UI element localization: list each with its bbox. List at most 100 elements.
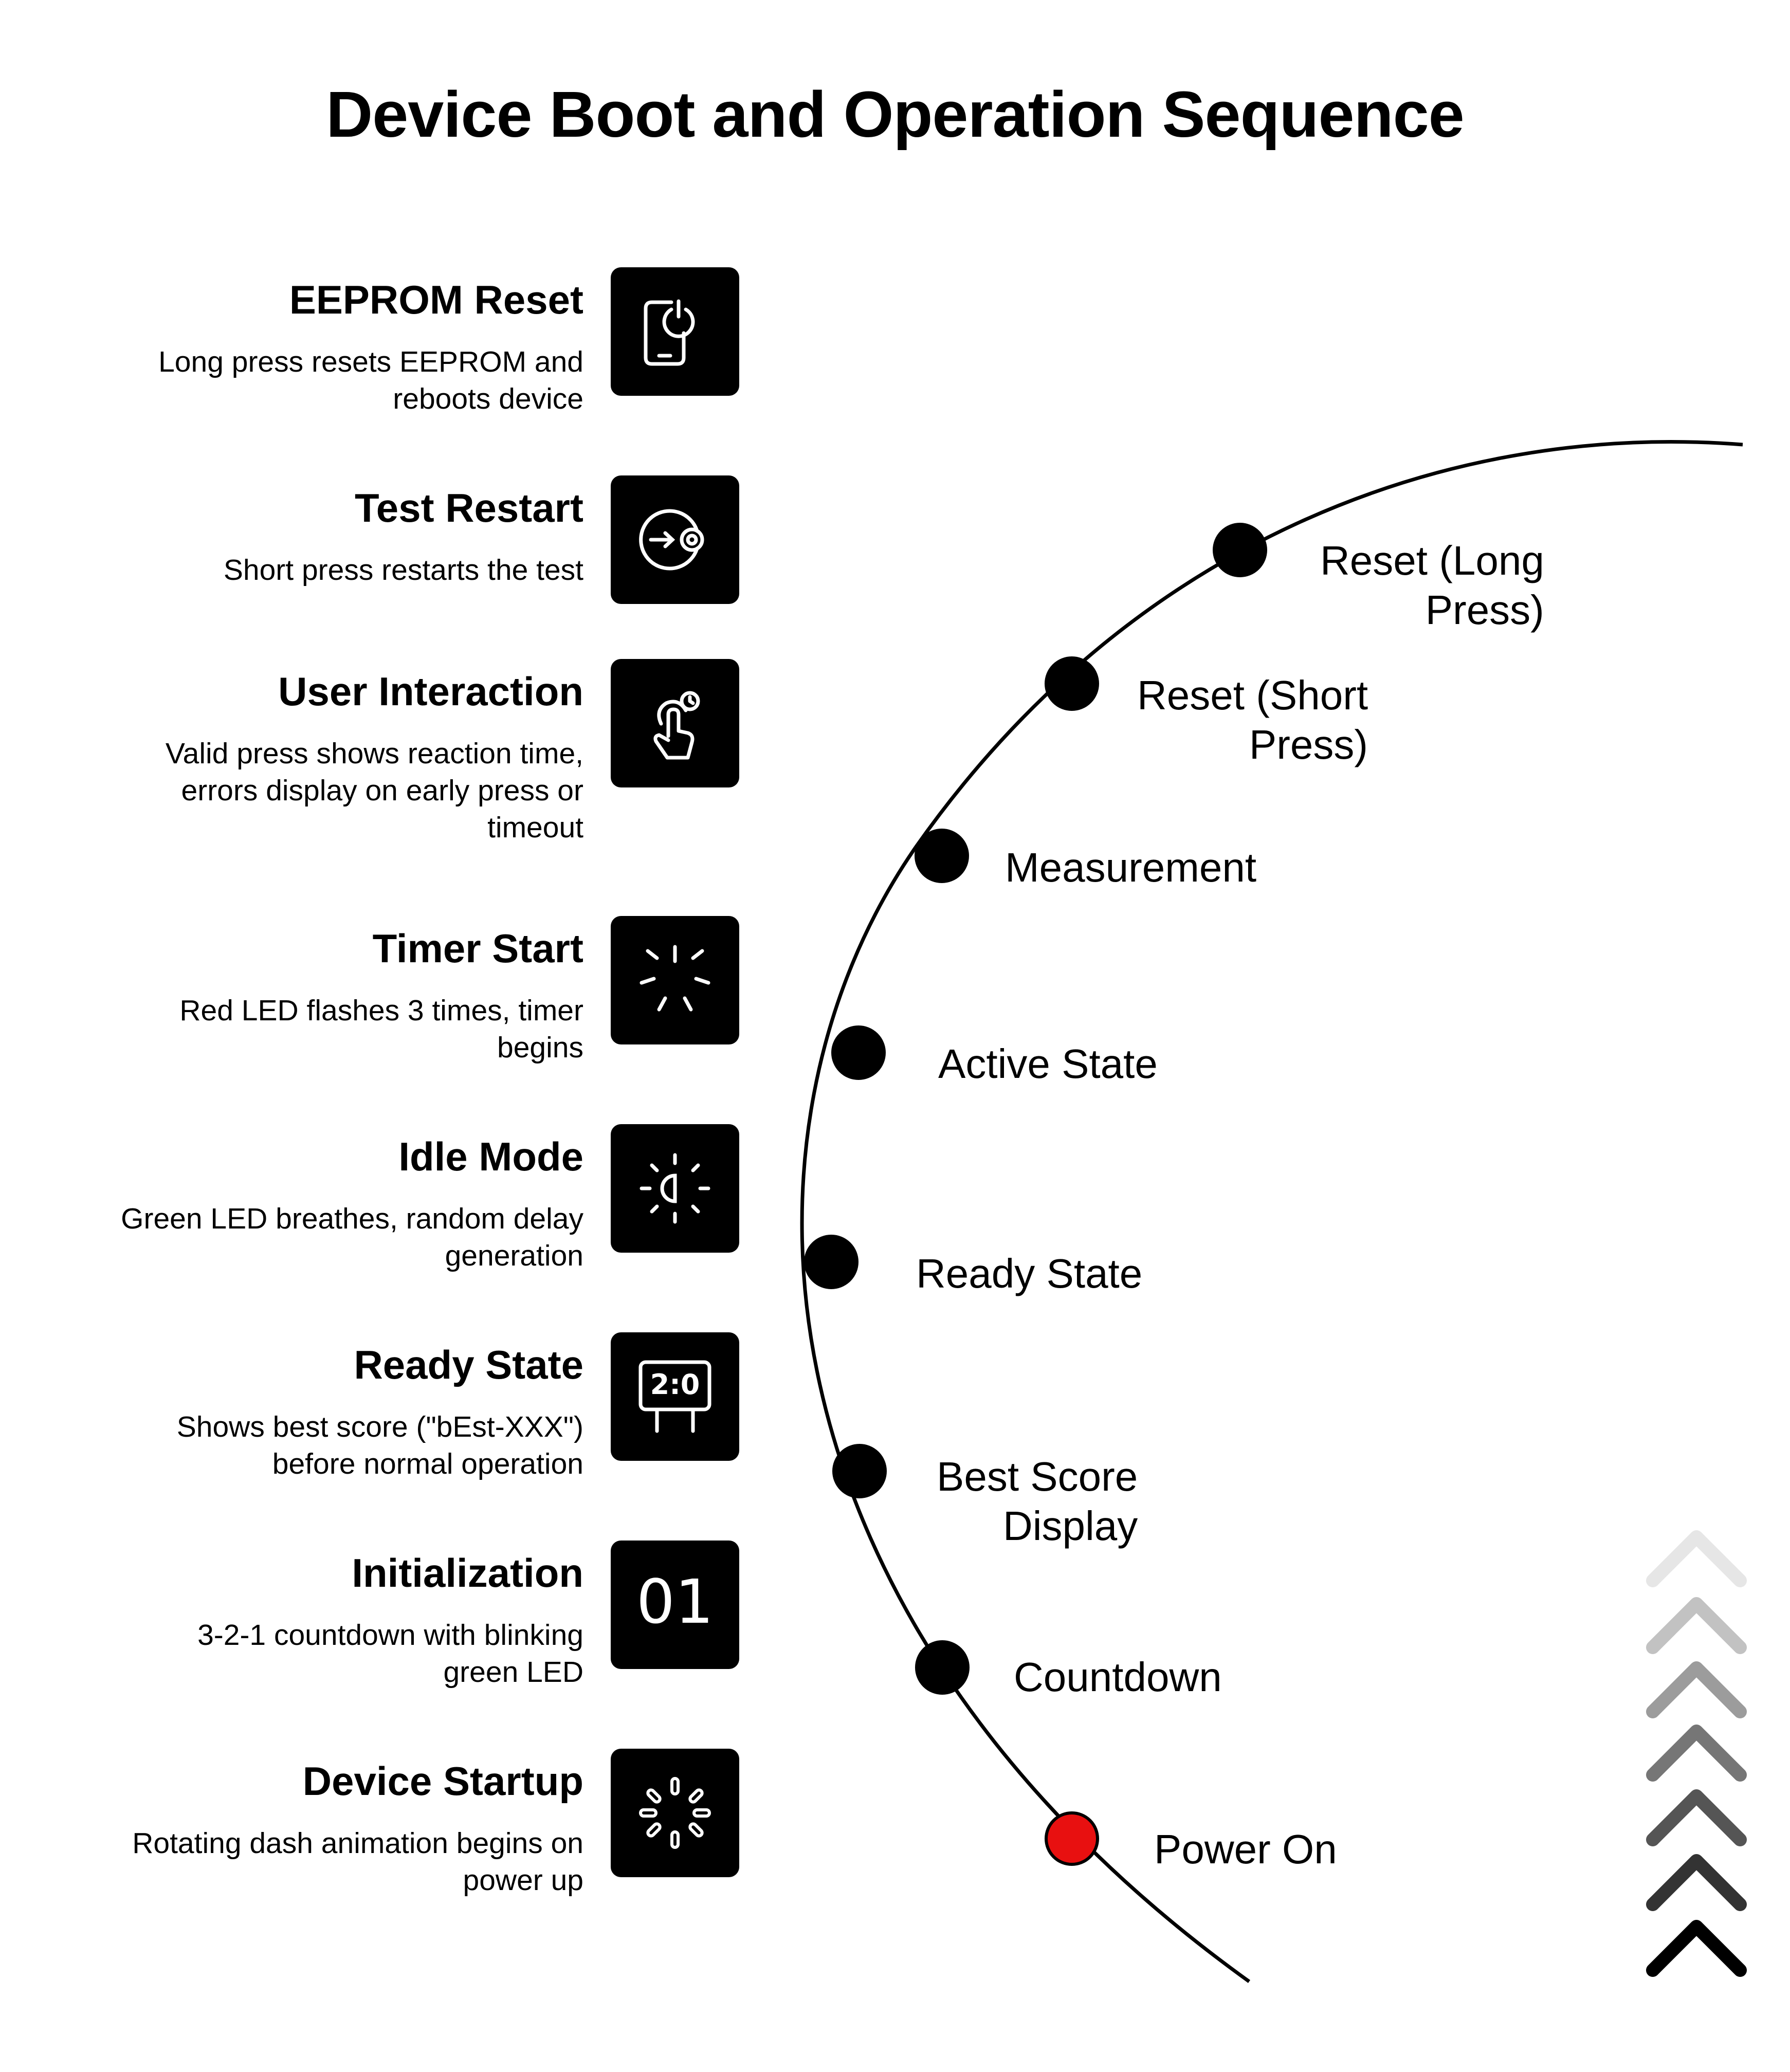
milestone-2: Reset (Short Press) bbox=[1045, 656, 1368, 767]
step-text: Ready State Shows best score ("bEst-XXX")… bbox=[8, 1342, 583, 1482]
page-title: Device Boot and Operation Sequence bbox=[326, 78, 1465, 151]
milestone-3: Measurement bbox=[915, 829, 1256, 890]
step-description-line: errors display on early press or bbox=[181, 774, 583, 807]
milestone-label-line: Reset (Long bbox=[1320, 538, 1544, 583]
chevron-up-icon bbox=[1646, 1920, 1747, 1977]
phone-power-icon bbox=[611, 267, 739, 396]
chevron-up-icon bbox=[1646, 1597, 1747, 1654]
step-text: EEPROM Reset Long press resets EEPROM and… bbox=[8, 277, 583, 417]
step-2: Test Restart Short press restarts the tes… bbox=[0, 475, 740, 604]
milestone-label-line: Best Score bbox=[937, 1454, 1138, 1499]
step-text: Test Restart Short press restarts the tes… bbox=[8, 485, 583, 589]
flash-burst-icon bbox=[611, 916, 739, 1044]
step-description-line: Valid press shows reaction time, bbox=[165, 737, 583, 770]
milestone-label: Ready State bbox=[916, 1251, 1142, 1296]
step-text: Initialization 3-2-1 countdown with blink… bbox=[8, 1550, 583, 1691]
step-description-line: begins bbox=[497, 1031, 583, 1064]
step-3: User Interaction Valid press shows reacti… bbox=[0, 659, 740, 844]
milestone-label-line: Active State bbox=[938, 1041, 1158, 1087]
milestone-label: Power On bbox=[1154, 1826, 1337, 1872]
milestone-label: Reset (Long Press) bbox=[1320, 538, 1544, 633]
step-description-line: green LED bbox=[443, 1656, 583, 1689]
step-description-line: Red LED flashes 3 times, timer bbox=[179, 994, 583, 1027]
step-description: 3-2-1 countdown with blinking green LED bbox=[8, 1617, 583, 1691]
step-description: Green LED breathes, random delay generati… bbox=[8, 1200, 583, 1274]
step-title: User Interaction bbox=[278, 669, 583, 714]
icon-label: 01 bbox=[636, 1566, 714, 1637]
milestone-label: Measurement bbox=[1005, 845, 1256, 890]
icon-label: 2:0 bbox=[650, 1368, 700, 1401]
milestone-dot bbox=[1045, 1811, 1099, 1866]
chevron-up-icon bbox=[1646, 1725, 1747, 1782]
step-4: Timer Start Red LED flashes 3 times, time… bbox=[0, 916, 740, 1064]
step-text: Device Startup Rotating dash animation be… bbox=[8, 1758, 583, 1899]
step-text: Timer Start Red LED flashes 3 times, time… bbox=[8, 925, 583, 1066]
step-description-line: Short press restarts the test bbox=[223, 554, 583, 586]
step-description: Red LED flashes 3 times, timer begins bbox=[8, 992, 583, 1066]
step-description: Shows best score ("bEst-XXX") before norm… bbox=[8, 1408, 583, 1482]
milestone-label: Active State bbox=[938, 1041, 1158, 1087]
milestone-dot bbox=[832, 1444, 887, 1498]
step-text: User Interaction Valid press shows reacti… bbox=[8, 668, 583, 846]
upward-chevron-stack bbox=[1646, 1530, 1747, 1977]
milestone-label-line: Ready State bbox=[916, 1251, 1142, 1296]
restart-target-icon bbox=[611, 475, 739, 604]
step-description-line: generation bbox=[445, 1239, 583, 1272]
milestone-label-line: Measurement bbox=[1005, 845, 1256, 890]
milestone-6: Best Score Display bbox=[832, 1444, 1138, 1549]
step-title: Device Startup bbox=[302, 1758, 583, 1804]
chevron-up-icon bbox=[1646, 1854, 1747, 1911]
step-6: Ready State Shows best score ("bEst-XXX")… bbox=[0, 1332, 740, 1480]
scoreboard-icon: 2:0 bbox=[611, 1332, 739, 1461]
step-description-line: power up bbox=[463, 1864, 584, 1897]
step-5: Idle Mode Green LED breathes, random dela… bbox=[0, 1124, 740, 1272]
milestone-dot bbox=[1045, 656, 1099, 711]
digits-01-icon: 01 bbox=[611, 1541, 739, 1669]
step-title: Timer Start bbox=[372, 926, 583, 971]
milestone-dot bbox=[915, 829, 969, 883]
step-title: Test Restart bbox=[354, 485, 583, 530]
step-description-line: reboots device bbox=[393, 382, 583, 415]
milestone-label: Countdown bbox=[1014, 1654, 1222, 1700]
milestone-5: Ready State bbox=[804, 1235, 1142, 1296]
step-title: Idle Mode bbox=[398, 1134, 583, 1179]
milestone-4: Active State bbox=[831, 1025, 1158, 1087]
step-description-line: Long press resets EEPROM and bbox=[158, 345, 583, 378]
milestone-dot bbox=[831, 1025, 886, 1080]
milestone-label-line: Reset (Short bbox=[1137, 672, 1368, 718]
step-description-line: before normal operation bbox=[272, 1447, 583, 1480]
chevron-up-icon bbox=[1646, 1789, 1747, 1846]
step-8: Device Startup Rotating dash animation be… bbox=[0, 1749, 740, 1897]
milestone-label: Best Score Display bbox=[937, 1454, 1138, 1549]
hand-tap-timer-icon bbox=[611, 659, 739, 787]
milestone-dot bbox=[915, 1640, 970, 1695]
step-description-line: Green LED breathes, random delay bbox=[121, 1202, 583, 1235]
milestone-label-line: Power On bbox=[1154, 1826, 1337, 1872]
milestone-dot bbox=[1213, 523, 1267, 577]
step-description-line: timeout bbox=[487, 811, 583, 844]
step-7: Initialization 3-2-1 countdown with blink… bbox=[0, 1541, 740, 1689]
half-sun-icon bbox=[611, 1124, 739, 1253]
step-title: Ready State bbox=[354, 1342, 583, 1387]
milestone-label: Reset (Short Press) bbox=[1137, 672, 1368, 767]
step-description-line: Shows best score ("bEst-XXX") bbox=[176, 1410, 583, 1443]
milestone-1: Reset (Long Press) bbox=[1213, 523, 1544, 633]
step-title: EEPROM Reset bbox=[289, 277, 583, 322]
milestone-label-line: Press) bbox=[1426, 587, 1544, 633]
step-description: Valid press shows reaction time, errors d… bbox=[8, 735, 583, 846]
milestone-label-line: Display bbox=[1003, 1503, 1138, 1549]
chevron-up-icon bbox=[1646, 1530, 1747, 1587]
step-title: Initialization bbox=[352, 1550, 583, 1596]
milestone-7: Countdown bbox=[915, 1640, 1222, 1700]
milestone-label-line: Countdown bbox=[1014, 1654, 1222, 1700]
loading-spinner-icon bbox=[611, 1749, 739, 1877]
step-description-line: 3-2-1 countdown with blinking bbox=[197, 1619, 583, 1652]
step-1: EEPROM Reset Long press resets EEPROM and… bbox=[0, 267, 740, 415]
step-text: Idle Mode Green LED breathes, random dela… bbox=[8, 1133, 583, 1274]
chevron-up-icon bbox=[1646, 1661, 1747, 1718]
step-description: Short press restarts the test bbox=[8, 552, 583, 589]
milestone-8: Power On bbox=[1045, 1811, 1337, 1872]
milestone-dot bbox=[804, 1235, 859, 1289]
milestone-label-line: Press) bbox=[1249, 722, 1368, 767]
